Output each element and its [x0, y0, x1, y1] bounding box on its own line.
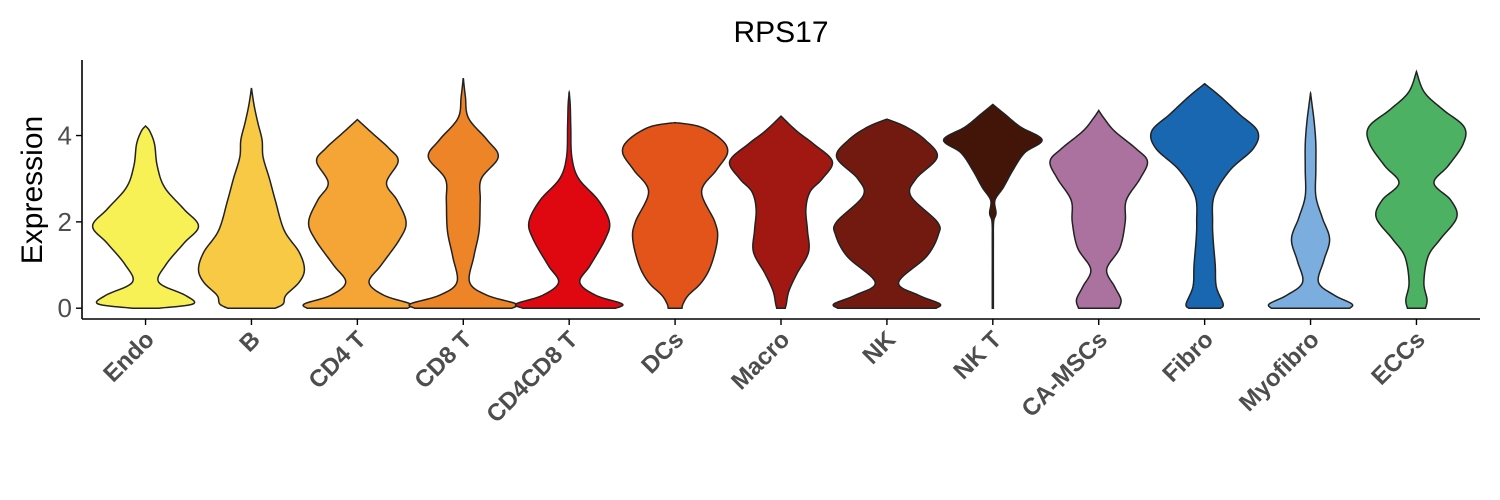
violin-endo	[91, 124, 200, 309]
x-axis: Endo B CD4 T CD8 T CD4CD8 T DCs Macro NK NK T CA-…	[82, 318, 1480, 428]
violin-cd8-t	[408, 77, 519, 309]
y-tick-label: 4	[58, 121, 72, 151]
violin-fibro	[1149, 82, 1260, 309]
x-tick-label-dcs: DCs	[636, 326, 689, 379]
x-tick-label-cd8-t: CD8 T	[409, 326, 477, 394]
violin-nk	[832, 118, 942, 309]
x-tick-label-nk: NK	[858, 326, 902, 370]
x-tick-label-fibro: Fibro	[1157, 326, 1219, 388]
violin-eccs	[1366, 69, 1467, 309]
x-tick-label-myofibro: Myofibro	[1234, 326, 1325, 417]
violin-b	[197, 87, 306, 309]
y-tick-label: 2	[58, 207, 72, 237]
violin-nk-t	[942, 103, 1043, 309]
violins-group	[91, 69, 1467, 309]
x-tick-label-b: B	[234, 326, 265, 357]
x-tick-label-nk-t: NK T	[948, 326, 1007, 385]
y-axis-label: Expression	[16, 116, 49, 264]
violin-myofibro	[1267, 90, 1354, 309]
y-axis: 0 2 4	[58, 60, 83, 323]
x-tick-label-eccs: ECCs	[1366, 326, 1430, 390]
x-tick-label-cd4-t: CD4 T	[303, 326, 371, 394]
violin-ca-mscs	[1049, 109, 1149, 309]
x-tick-label-ca-mscs: CA-MSCs	[1017, 326, 1113, 422]
violin-cd4cd8-t	[514, 89, 624, 309]
violin-macro	[728, 115, 834, 309]
violin-dcs	[621, 121, 729, 309]
x-tick-label-cd4cd8-t: CD4CD8 T	[481, 326, 583, 428]
y-tick-label: 0	[58, 293, 72, 323]
x-tick-label-endo: Endo	[98, 326, 160, 388]
x-tick-label-macro: Macro	[726, 326, 795, 395]
chart-title: RPS17	[733, 16, 828, 49]
violin-cd4-t	[302, 118, 413, 309]
